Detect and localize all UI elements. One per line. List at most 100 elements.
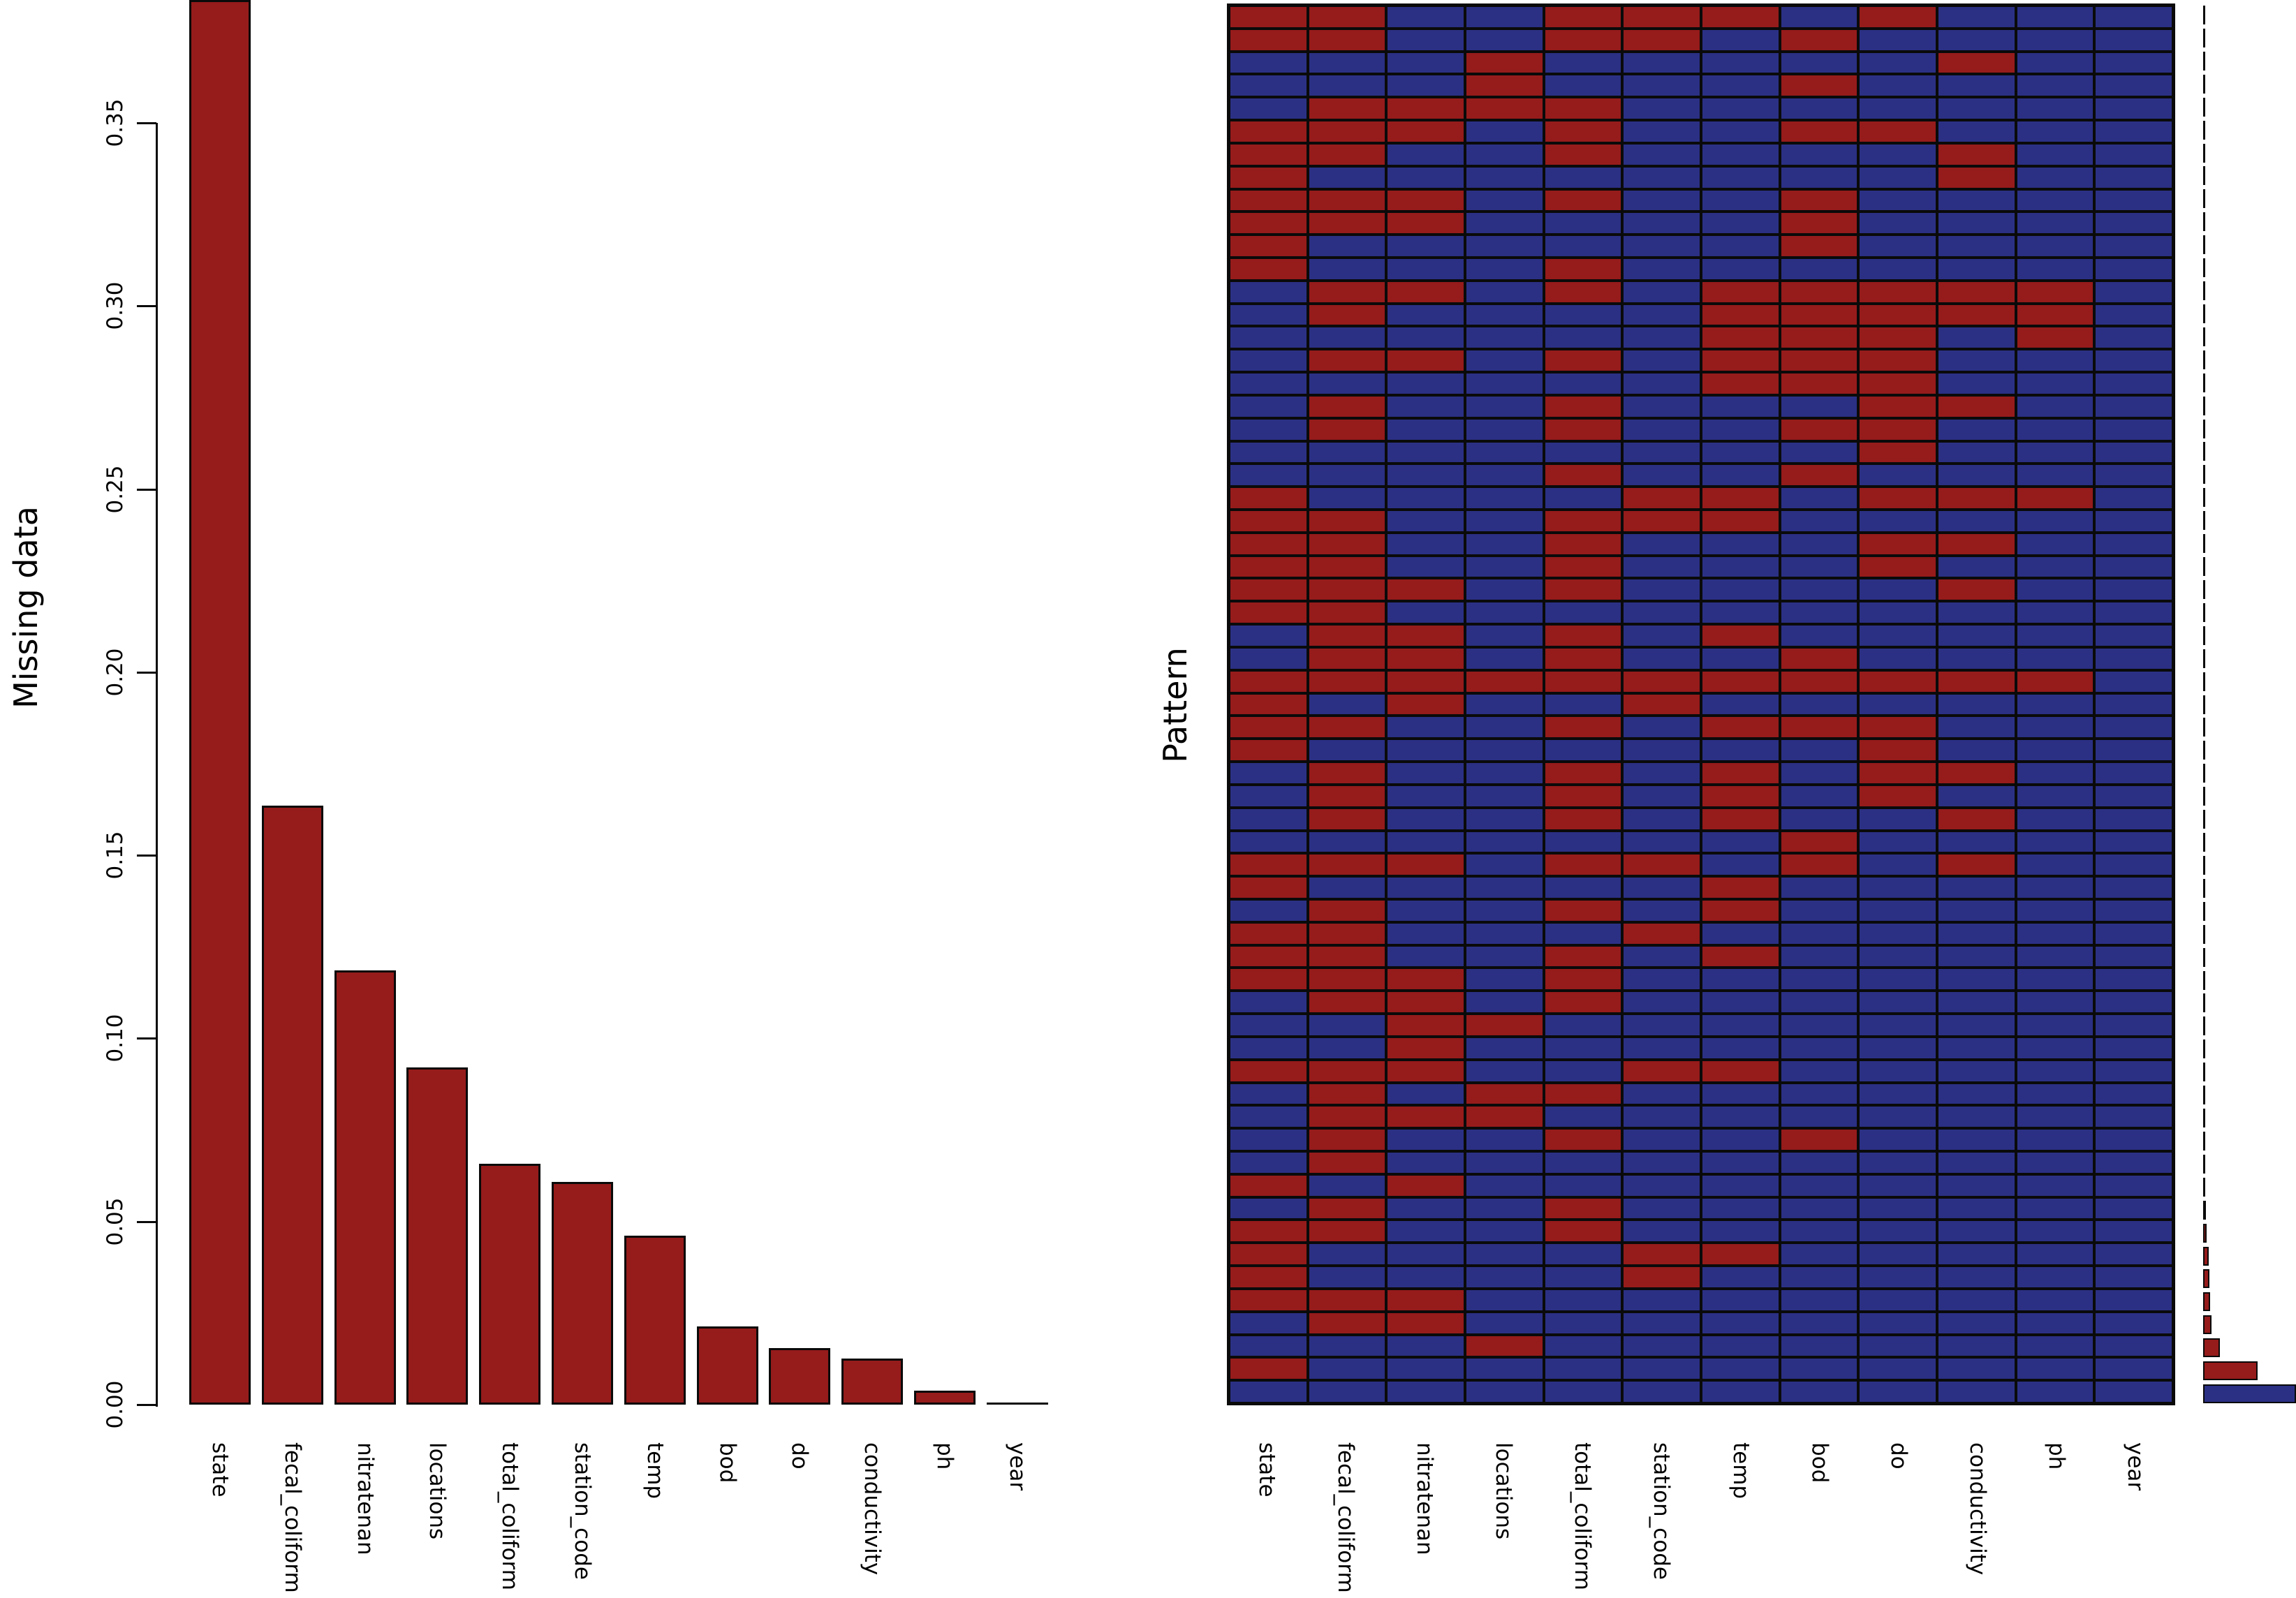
- pattern-cell: [2015, 1197, 2095, 1220]
- pattern-freq-dash: [2203, 925, 2205, 944]
- pattern-cell: [1858, 74, 1937, 98]
- pattern-cell: [1779, 188, 1859, 212]
- pattern-cell: [2094, 1311, 2173, 1335]
- pattern-cell: [1779, 165, 1859, 189]
- pattern-cell: [2094, 303, 2173, 327]
- pattern-cell: [1858, 807, 1937, 831]
- pattern-cell: [1229, 739, 1308, 762]
- pattern-cell: [1386, 1174, 1465, 1197]
- pattern-cell: [1307, 624, 1387, 647]
- pattern-cell: [1386, 1059, 1465, 1083]
- pattern-cell: [2094, 258, 2173, 281]
- pattern-cell: [1307, 693, 1387, 716]
- pattern-cell: [1229, 784, 1308, 808]
- pattern-cell: [1779, 1311, 1859, 1335]
- pattern-cell: [2094, 487, 2173, 510]
- pattern-cell: [1700, 326, 1780, 350]
- pattern-cell: [1543, 303, 1623, 327]
- pattern-freq-dash: [2203, 75, 2205, 94]
- pattern-cell: [1700, 991, 1780, 1014]
- pattern-cell: [1858, 991, 1937, 1014]
- x-label-fecal_coliform: fecal_coliform: [280, 1442, 305, 1593]
- pattern-cell: [1229, 349, 1308, 373]
- pattern-cell: [2094, 188, 2173, 212]
- pattern-cell: [1700, 898, 1780, 922]
- pattern-cell: [2094, 1357, 2173, 1381]
- pattern-cell: [1543, 693, 1623, 716]
- pattern-cell: [1307, 372, 1387, 395]
- pattern-cell: [1543, 830, 1623, 854]
- pattern-cell: [1386, 464, 1465, 487]
- pattern-cell: [1464, 555, 1544, 579]
- pattern-cell: [1779, 807, 1859, 831]
- pattern-cell: [1229, 212, 1308, 235]
- pattern-cell: [1622, 578, 1701, 602]
- pattern-cell: [1386, 1220, 1465, 1243]
- pattern-cell: [1936, 578, 2016, 602]
- pattern-cell: [1386, 1105, 1465, 1129]
- y-tick: [137, 672, 156, 674]
- pattern-cell: [1936, 326, 2016, 350]
- pattern-cell: [1858, 372, 1937, 395]
- pattern-cell: [1858, 968, 1937, 991]
- pattern-cell: [2094, 1380, 2173, 1403]
- y-axis-line: [156, 123, 158, 1407]
- pattern-freq-dash: [2203, 1016, 2205, 1035]
- pattern-cell: [1700, 394, 1780, 418]
- y-tick: [137, 1221, 156, 1223]
- pattern-cell: [1386, 739, 1465, 762]
- pattern-cell: [1936, 1151, 2016, 1174]
- pattern-cell: [1936, 830, 2016, 854]
- pattern-cell: [1779, 739, 1859, 762]
- pattern-cell: [1307, 853, 1387, 877]
- y-tick-label: 0.00: [103, 1380, 128, 1429]
- pattern-cell: [1229, 188, 1308, 212]
- pattern-cell: [1779, 945, 1859, 968]
- pattern-cell: [2094, 1334, 2173, 1358]
- pattern-cell: [1779, 898, 1859, 922]
- pattern-cell: [1700, 1357, 1780, 1381]
- pattern-cell: [2015, 830, 2095, 854]
- pattern-cell: [1779, 1220, 1859, 1243]
- pattern-cell: [1543, 510, 1623, 533]
- pattern-cell: [1779, 51, 1859, 75]
- pattern-cell: [2015, 1036, 2095, 1060]
- pattern-freq-bar: [2203, 1292, 2210, 1311]
- pattern-cell: [1464, 784, 1544, 808]
- pattern-cell: [1386, 235, 1465, 258]
- pattern-freq-dash: [2203, 189, 2205, 208]
- pattern-cell: [1229, 487, 1308, 510]
- pattern-cell: [1307, 303, 1387, 327]
- pattern-cell: [1464, 303, 1544, 327]
- pattern-cell: [1700, 784, 1780, 808]
- pattern-cell: [1622, 1311, 1701, 1335]
- pattern-cell: [1622, 807, 1701, 831]
- pattern-cell: [2015, 532, 2095, 556]
- pattern-freq-dash: [2203, 672, 2205, 691]
- pattern-cell: [1858, 669, 1937, 693]
- pattern-cell: [1622, 212, 1701, 235]
- pattern-cell: [1622, 1197, 1701, 1220]
- pattern-cell: [1386, 510, 1465, 533]
- pattern-cell: [1386, 1334, 1465, 1358]
- pattern-cell: [1229, 510, 1308, 533]
- pattern-cell: [1543, 212, 1623, 235]
- pattern-cell: [1229, 74, 1308, 98]
- pattern-freq-dash: [2203, 879, 2205, 898]
- pattern-cell: [1779, 784, 1859, 808]
- pattern-cell: [1307, 1014, 1387, 1037]
- pattern-cell: [2015, 1128, 2095, 1151]
- pattern-cell: [1858, 1082, 1937, 1106]
- y-tick: [137, 122, 156, 124]
- pattern-cell: [1622, 1151, 1701, 1174]
- pattern-cell: [2015, 1105, 2095, 1129]
- pattern-cell: [2094, 1197, 2173, 1220]
- pattern-cell: [1622, 510, 1701, 533]
- bar-state: [189, 0, 251, 1405]
- pattern-freq-dash: [2203, 29, 2205, 47]
- pattern-cell: [1700, 1036, 1780, 1060]
- pattern-cell: [1543, 417, 1623, 441]
- pattern-cell: [1622, 235, 1701, 258]
- pattern-x-label-do: do: [1886, 1442, 1911, 1470]
